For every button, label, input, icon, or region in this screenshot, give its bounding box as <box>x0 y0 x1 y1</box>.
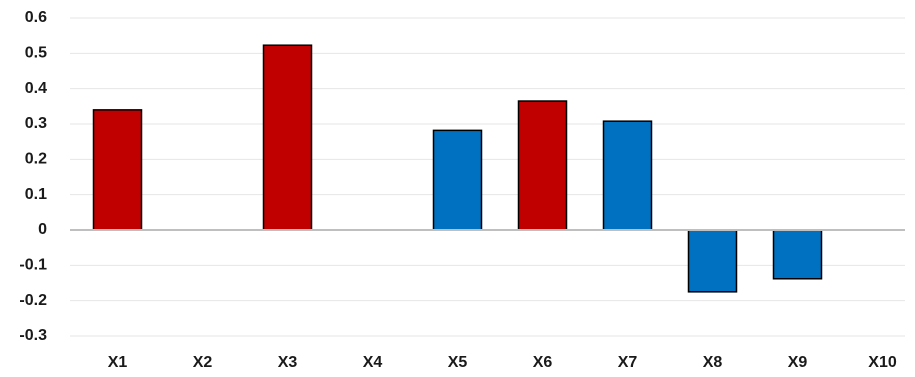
bar-x8 <box>687 229 738 293</box>
bar-x5 <box>432 129 483 231</box>
x-axis-tick-labels: X1 X2 X3 X4 X5 X6 X7 X8 X9 X10 <box>108 354 897 371</box>
y-tick-label: 0.2 <box>25 151 47 168</box>
y-tick-label: 0.3 <box>25 115 47 132</box>
x-tick-label: X8 <box>703 354 723 371</box>
y-tick-label: -0.3 <box>19 327 47 344</box>
x-tick-label: X1 <box>108 354 128 371</box>
bar-x7 <box>602 120 653 231</box>
x-tick-label: X7 <box>618 354 638 371</box>
y-tick-label: 0.5 <box>25 45 47 62</box>
bar-x1 <box>92 109 143 231</box>
y-tick-label: 0.4 <box>25 80 47 97</box>
x-tick-label: X5 <box>448 354 468 371</box>
y-tick-label: 0.1 <box>25 186 47 203</box>
y-tick-label: -0.2 <box>19 292 47 309</box>
bar-x9 <box>772 229 823 280</box>
y-tick-label: -0.1 <box>19 257 47 274</box>
bar-x3 <box>262 44 313 231</box>
bar-x6 <box>517 100 568 231</box>
x-tick-label: X6 <box>533 354 553 371</box>
x-tick-label: X3 <box>278 354 298 371</box>
y-tick-label: 0.6 <box>25 9 47 26</box>
y-tick-label: 0 <box>38 221 47 238</box>
x-tick-label: X2 <box>193 354 213 371</box>
bars <box>92 44 823 293</box>
x-tick-label: X4 <box>363 354 383 371</box>
x-tick-label: X9 <box>788 354 808 371</box>
y-axis-tick-labels: 0.6 0.5 0.4 0.3 0.2 0.1 0 -0.1 -0.2 -0.3 <box>19 9 47 344</box>
x-tick-label: X10 <box>868 354 897 371</box>
gridlines <box>70 17 905 337</box>
